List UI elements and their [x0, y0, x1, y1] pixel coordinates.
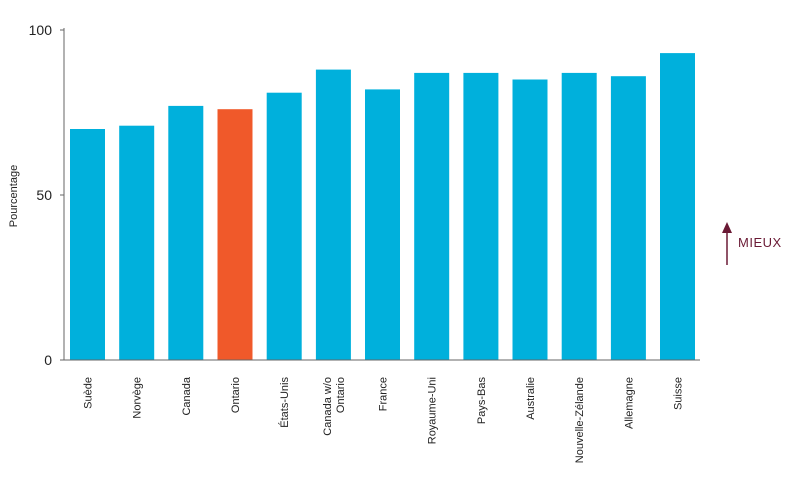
bar-11 [610, 76, 646, 360]
y-tick-label: 0 [44, 352, 52, 368]
bar-5 [315, 69, 351, 360]
bar-1 [119, 125, 155, 360]
bar-2 [168, 105, 204, 361]
x-tick-label-line: Australie [525, 377, 537, 420]
bar-8 [463, 72, 499, 361]
bar-7 [414, 72, 450, 361]
x-tick-label: Allemagne [623, 377, 635, 429]
bars-group [70, 53, 695, 361]
x-tick-label: Canada w/o Ontario [322, 377, 347, 436]
x-tick-label-line: Norvège [132, 377, 144, 419]
bar-3 [217, 109, 253, 360]
arrow-up-icon [722, 222, 732, 233]
x-tick-label-line: Allemagne [623, 377, 635, 429]
x-tick-label: Royaume-Uni [427, 377, 439, 444]
bar-10 [561, 72, 597, 361]
x-tick-label: Ontario [230, 377, 242, 413]
x-tick-label: Canada [181, 376, 193, 415]
axes-group: 100 50 0 [29, 22, 700, 368]
x-tick-label-line: Pays-Bas [476, 377, 488, 425]
category-labels: Suède Norvège Canada Ontario États-Unis Canad… [83, 376, 685, 463]
x-tick-label: France [378, 377, 390, 411]
x-tick-label-line: Canada w/o [322, 377, 334, 436]
x-tick-label: Pays-Bas [476, 377, 488, 425]
x-tick-label: États-Unis [278, 377, 291, 428]
annotation-label: MIEUX [738, 235, 782, 250]
x-tick-label-line: Nouvelle-Zélande [574, 377, 586, 463]
better-indicator: MIEUX [722, 222, 782, 265]
x-tick-label-line: Ontario [335, 377, 347, 413]
bar-9 [512, 79, 548, 360]
x-tick-label-line: Canada [181, 376, 193, 415]
x-tick-label-line: Royaume-Uni [427, 377, 439, 444]
bar-0 [70, 129, 105, 360]
x-tick-label: Nouvelle-Zélande [574, 377, 586, 463]
y-tick-label: 50 [36, 187, 52, 203]
bar-6 [365, 89, 400, 361]
bar-4 [266, 92, 302, 360]
x-tick-label-line: Suisse [673, 377, 685, 410]
x-tick-label: Norvège [132, 377, 144, 419]
x-tick-label-line: France [378, 377, 390, 411]
y-axis-label: Pourcentage [8, 165, 20, 227]
bar-12 [660, 53, 695, 360]
x-tick-label: Suisse [673, 377, 685, 410]
x-tick-label-line: États-Unis [278, 377, 291, 428]
x-tick-label-line: Ontario [230, 377, 242, 413]
x-tick-label-line: Suède [83, 377, 95, 409]
y-tick-label: 100 [29, 22, 53, 38]
x-tick-label: Australie [525, 377, 537, 420]
x-tick-label: Suède [83, 377, 95, 409]
